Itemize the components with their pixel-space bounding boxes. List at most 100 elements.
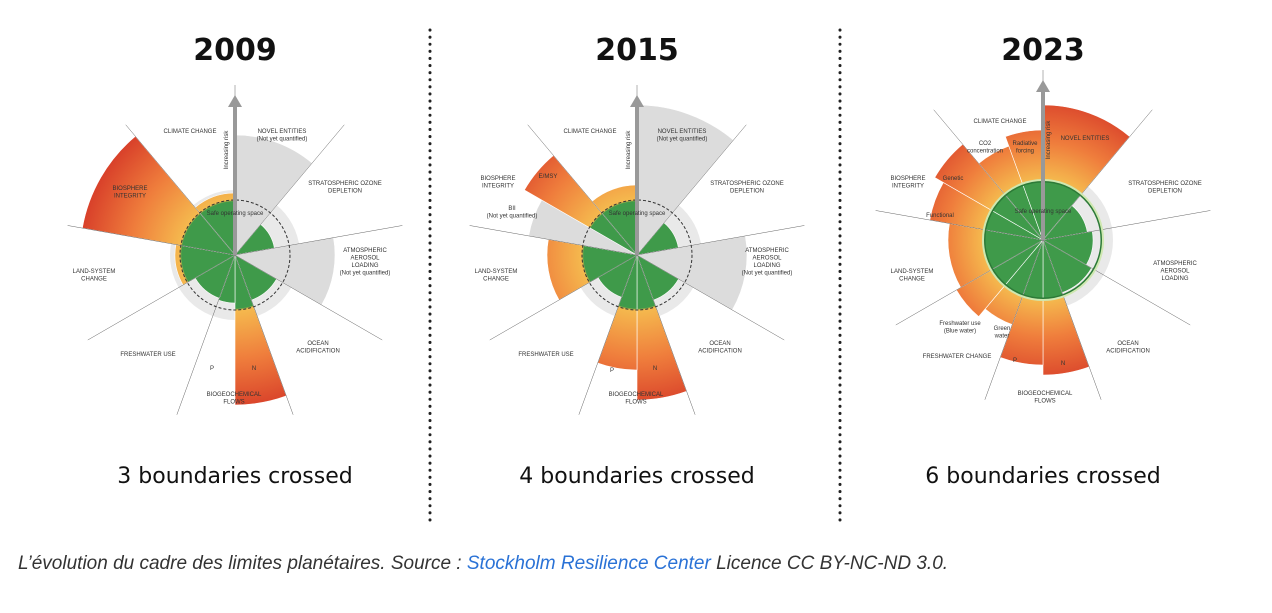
label-line: DEPLETION: [1148, 189, 1182, 195]
diagram-label: STRATOSPHERIC OZONE DEPLETION: [308, 181, 381, 195]
diagram-label: P: [1013, 358, 1017, 364]
diagram-label: LAND-SYSTEM CHANGE: [891, 269, 934, 283]
label-line: AEROSOL: [350, 256, 380, 262]
label-line: BII: [508, 206, 516, 212]
spoke: [234, 124, 345, 256]
year: 2023: [1001, 33, 1085, 68]
diagram-label: CLIMATE CHANGE: [564, 129, 617, 135]
diagram-label: ATMOSPHERIC AEROSOL LOADING (Not yet quanti…: [340, 248, 391, 277]
label-line: Genetic: [943, 176, 964, 182]
label-line: INTEGRITY: [114, 194, 146, 200]
spoke: [469, 225, 638, 256]
diagram-label: ATMOSPHERIC AEROSOL LOADING (Not yet quanti…: [742, 248, 793, 277]
diagram-label: P: [210, 366, 214, 372]
diagram-label: N: [252, 366, 256, 372]
label-line: ATMOSPHERIC: [343, 248, 387, 254]
diagram-label: Functional: [926, 213, 954, 219]
label-line: ATMOSPHERIC: [1153, 261, 1197, 267]
risk-arrowhead: [1036, 80, 1050, 92]
diagram-label: BIOGEOCHEMICAL FLOWS: [207, 392, 262, 406]
summary: 3 boundaries crossed: [117, 464, 352, 489]
spoke: [489, 254, 638, 341]
label-line: Radiative: [1012, 141, 1038, 147]
label-line: ACIDIFICATION: [296, 349, 340, 355]
label-line: N: [1061, 361, 1065, 367]
boundary-wedge: [1042, 104, 1131, 241]
year: 2009: [193, 33, 277, 68]
caption: L’évolution du cadre des limites planéta…: [18, 553, 948, 575]
diagram-label: LAND-SYSTEM CHANGE: [475, 269, 518, 283]
label-line: LOADING: [1161, 276, 1188, 282]
diagram-label: Radiative forcing: [1012, 141, 1038, 155]
diagram-label: Green water: [994, 326, 1011, 340]
spoke: [176, 254, 236, 415]
spoke: [984, 239, 1044, 400]
diagram-label: OCEAN ACIDIFICATION: [698, 341, 742, 355]
spoke: [636, 254, 785, 341]
caption-license: Licence CC BY-NC-ND 3.0.: [716, 553, 949, 574]
diagram-label: OCEAN ACIDIFICATION: [296, 341, 340, 355]
diagram-label: FRESHWATER USE: [518, 352, 573, 358]
diagram-label: N: [653, 366, 657, 372]
spoke: [125, 124, 236, 256]
diagram-label: Safe operating space: [207, 211, 264, 217]
boundary-wedge: [636, 235, 748, 311]
label-line: ACIDIFICATION: [698, 349, 742, 355]
boundary-ring: [179, 199, 291, 311]
label-line: (Not yet quantified): [257, 137, 308, 143]
label-line: BIOSPHERE: [480, 176, 515, 182]
diagram-label: Increasing risk: [1046, 120, 1052, 160]
label-line: FRESHWATER USE: [518, 352, 573, 358]
diagram-label: Freshwater use (Blue water): [939, 321, 981, 335]
label-line: BIOSPHERE: [890, 176, 925, 182]
label-line: INTEGRITY: [892, 184, 924, 190]
label-line: AEROSOL: [1160, 269, 1190, 275]
label-line: Green: [994, 326, 1011, 332]
boundary-wedge: [234, 134, 313, 256]
diagram-label: Safe operating space: [609, 211, 666, 217]
risk-arrowhead: [228, 95, 242, 107]
label-line: CO2: [979, 141, 992, 147]
spoke: [1042, 109, 1153, 241]
label-line: ACIDIFICATION: [1106, 349, 1150, 355]
label-line: Safe operating space: [1015, 209, 1072, 215]
label-line: Safe operating space: [609, 211, 666, 217]
label-line: BIOGEOCHEMICAL: [1018, 391, 1073, 397]
label-line: FLOWS: [223, 400, 244, 406]
label-line: DEPLETION: [730, 189, 764, 195]
source-link[interactable]: Stockholm Resilience Center: [466, 553, 711, 574]
label-line: Freshwater use: [939, 321, 981, 327]
label-line: Increasing risk: [1046, 120, 1052, 160]
label-line: CLIMATE CHANGE: [564, 129, 617, 135]
label-line: water: [994, 334, 1010, 340]
spoke: [234, 254, 294, 415]
label-line: FRESHWATER USE: [120, 352, 175, 358]
label-line: NOVEL ENTITIES: [1061, 136, 1110, 142]
diagram-label: FRESHWATER USE: [120, 352, 175, 358]
label-line: INTEGRITY: [482, 184, 514, 190]
label-line: CHANGE: [899, 277, 925, 283]
label-line: STRATOSPHERIC OZONE: [308, 181, 381, 187]
spoke: [234, 254, 383, 341]
spoke: [67, 225, 236, 256]
boundary-wedge: [82, 135, 236, 256]
spoke: [1042, 210, 1211, 241]
label-line: CLIMATE CHANGE: [164, 129, 217, 135]
boundary-wedge: [947, 223, 1044, 288]
label-line: FLOWS: [1034, 399, 1055, 405]
label-line: LAND-SYSTEM: [73, 269, 116, 275]
label-line: E/MSY: [539, 174, 558, 180]
label-line: Safe operating space: [207, 211, 264, 217]
diagram-label: P: [610, 368, 614, 374]
label-line: BIOGEOCHEMICAL: [609, 392, 664, 398]
label-line: N: [252, 366, 256, 372]
diagram-label: BIOGEOCHEMICAL FLOWS: [609, 392, 664, 406]
diagram-label: CLIMATE CHANGE: [164, 129, 217, 135]
diagram-label: NOVEL ENTITIES (Not yet quantified): [257, 129, 308, 143]
diagram-label: Safe operating space: [1015, 209, 1072, 215]
label-line: Increasing risk: [626, 130, 632, 170]
label-line: BIOSPHERE: [112, 186, 147, 192]
caption-text: L’évolution du cadre des limites planéta…: [18, 553, 462, 574]
spoke: [1042, 239, 1191, 326]
